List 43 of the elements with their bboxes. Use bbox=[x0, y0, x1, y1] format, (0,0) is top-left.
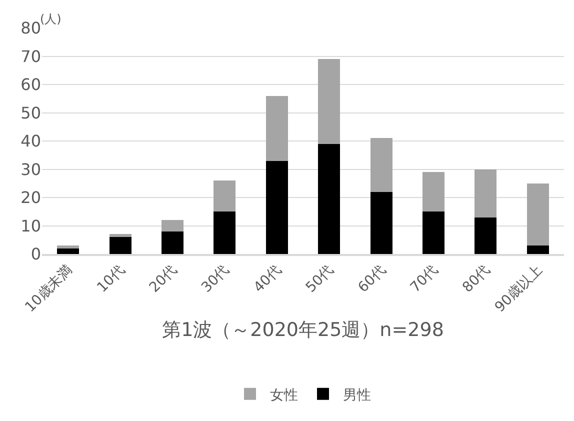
y-tick-label: 60 bbox=[20, 75, 41, 94]
bar bbox=[318, 59, 340, 144]
bar bbox=[162, 231, 184, 254]
bar bbox=[474, 169, 497, 218]
bar bbox=[266, 160, 288, 254]
x-axis-title: 第1波（～2020年25週）n=298 bbox=[162, 318, 444, 341]
y-tick-label: 10 bbox=[20, 216, 41, 236]
bar bbox=[526, 183, 549, 246]
bar bbox=[57, 246, 80, 248]
bar bbox=[422, 172, 444, 212]
x-tick-label: 60代 bbox=[355, 262, 390, 296]
bar bbox=[266, 96, 288, 161]
y-tick-label: 20 bbox=[20, 188, 41, 208]
y-tick-label: 30 bbox=[20, 160, 41, 179]
x-tick-label: 90歳以上 bbox=[492, 262, 546, 316]
x-tick-label: 20代 bbox=[146, 262, 180, 296]
bar bbox=[214, 180, 236, 212]
y-axis-title: (人) bbox=[40, 12, 62, 26]
bar bbox=[109, 234, 132, 238]
x-tick-label: 10代 bbox=[94, 262, 128, 296]
x-tick-label: 70代 bbox=[407, 262, 442, 296]
y-tick-label: 80 bbox=[20, 18, 41, 38]
x-tick-label: 10歳未満 bbox=[22, 262, 76, 316]
bar bbox=[318, 144, 340, 254]
bar bbox=[57, 248, 80, 254]
bar bbox=[422, 212, 444, 254]
x-tick-label: 50代 bbox=[303, 262, 337, 296]
x-tick-label: 40代 bbox=[250, 262, 285, 296]
y-tick-label: 0 bbox=[30, 244, 41, 264]
bar bbox=[370, 138, 392, 192]
bar bbox=[109, 237, 132, 254]
y-tick-label: 40 bbox=[20, 132, 41, 151]
bar bbox=[370, 192, 392, 254]
x-tick-label: 80代 bbox=[460, 262, 494, 296]
y-tick-label: 70 bbox=[20, 46, 41, 66]
bar bbox=[214, 212, 236, 254]
bar bbox=[474, 217, 497, 254]
bar bbox=[526, 246, 549, 254]
x-tick-label: 30代 bbox=[198, 262, 232, 296]
legend-label: 女性 bbox=[270, 387, 298, 404]
y-tick-label: 50 bbox=[20, 103, 41, 122]
legend-label: 男性 bbox=[343, 387, 371, 404]
bar bbox=[162, 220, 184, 232]
